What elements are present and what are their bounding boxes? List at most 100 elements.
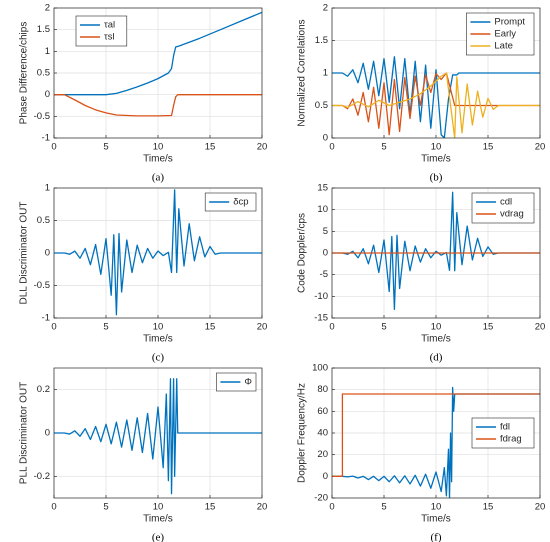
series-line — [54, 189, 262, 316]
y-tick-label: -0.5 — [34, 111, 50, 122]
x-axis-label: Time/s — [143, 334, 173, 345]
y-tick-label: 0.5 — [37, 215, 50, 226]
panel-label: (b) — [430, 172, 443, 184]
panel-label: (a) — [152, 172, 165, 184]
x-tick-label: 5 — [103, 322, 108, 333]
x-tick-label: 15 — [483, 142, 494, 153]
y-tick-label: 15 — [317, 183, 328, 194]
x-tick-label: 10 — [431, 142, 442, 153]
series-line — [54, 11, 262, 96]
x-axis-label: Time/s — [421, 154, 451, 165]
panel: 0 5 10 15 20 -1 -0.5 0 0.5 1 1.5 2 Time/s Phase Diffe… — [19, 3, 268, 184]
y-tick-label: 1 — [323, 68, 328, 79]
legend-label: Late — [494, 41, 513, 52]
panel-label: (f) — [431, 532, 442, 542]
x-tick-label: 15 — [205, 142, 216, 153]
legend-box — [471, 417, 535, 449]
y-tick-label: 0.5 — [37, 68, 50, 79]
y-tick-label: 0 — [323, 471, 328, 482]
legend-box — [471, 192, 535, 224]
y-axis-label: PLL Discriminator OUT — [19, 382, 30, 484]
plot-marks — [332, 56, 540, 138]
panel-label: (e) — [152, 532, 165, 542]
x-axis-label: Time/s — [143, 514, 173, 525]
legend-label: Φ — [244, 377, 252, 388]
y-tick-label: -10 — [314, 291, 328, 302]
y-tick-label: -0.2 — [34, 471, 50, 482]
legend-label: τal — [104, 20, 115, 31]
x-axis-label: Time/s — [143, 154, 173, 165]
y-axis-label: DLL Discriminator OUT — [19, 202, 30, 305]
x-tick-label: 10 — [153, 502, 164, 513]
panel: 0 5 10 15 20 -0.2 0 0.2 Time/s PLL Discriminator … — [19, 367, 268, 542]
series-line — [54, 378, 262, 495]
axes-box — [331, 367, 541, 499]
series-line — [332, 191, 540, 310]
legend-label: vdrag — [500, 209, 524, 220]
axes-box — [331, 7, 541, 139]
y-tick-label: 0 — [45, 428, 50, 439]
series-line — [54, 94, 262, 117]
y-tick-label: 100 — [312, 363, 328, 374]
axes-box — [53, 367, 263, 499]
x-tick-label: 5 — [381, 502, 386, 513]
panel: 0 5 10 15 20 -1 -0.5 0 0.5 1 Time/s DLL Discriminat… — [19, 183, 268, 364]
legend-label: Early — [494, 29, 516, 40]
x-tick-label: 5 — [103, 502, 108, 513]
series-line — [332, 72, 540, 138]
y-tick-label: -15 — [314, 313, 328, 324]
x-tick-label: 15 — [205, 502, 216, 513]
y-tick-label: 5 — [323, 226, 328, 237]
plot-marks — [332, 191, 540, 310]
y-tick-label: 40 — [317, 428, 328, 439]
x-tick-label: 0 — [51, 502, 56, 513]
y-tick-label: -1 — [42, 313, 50, 324]
y-tick-label: 1 — [45, 183, 50, 194]
x-tick-label: 10 — [153, 322, 164, 333]
x-tick-label: 20 — [257, 322, 268, 333]
x-axis-label: Time/s — [421, 514, 451, 525]
y-axis-label: Normalized Correlations — [297, 19, 308, 126]
plot-marks — [332, 386, 540, 498]
panel-label: (c) — [152, 352, 165, 364]
x-tick-label: 10 — [431, 502, 442, 513]
y-tick-label: 0.5 — [315, 100, 328, 111]
legend-label: fdl — [500, 422, 510, 433]
axes-box — [53, 7, 263, 139]
x-tick-label: 0 — [51, 142, 56, 153]
series-line — [332, 72, 540, 136]
y-tick-label: 0 — [323, 133, 328, 144]
x-tick-label: 20 — [535, 322, 546, 333]
legend-label: fdrag — [500, 434, 522, 445]
y-tick-label: 0 — [45, 248, 50, 259]
y-tick-label: 1 — [45, 46, 50, 57]
y-tick-label: 1.5 — [37, 24, 50, 35]
x-tick-label: 15 — [205, 322, 216, 333]
y-tick-label: 0.2 — [37, 384, 50, 395]
y-tick-label: 10 — [317, 204, 328, 215]
x-tick-label: 20 — [535, 142, 546, 153]
plot-marks — [54, 11, 262, 117]
x-tick-label: 15 — [483, 322, 494, 333]
legend-label: cdl — [500, 197, 512, 208]
series-line — [332, 386, 540, 498]
plot-marks — [54, 189, 262, 316]
x-tick-label: 0 — [329, 502, 334, 513]
series-line — [332, 56, 540, 138]
legend-box — [204, 192, 257, 212]
x-tick-label: 10 — [153, 142, 164, 153]
y-tick-label: 2 — [45, 3, 50, 14]
x-tick-label: 20 — [257, 502, 268, 513]
y-tick-label: 0 — [45, 89, 50, 100]
y-axis-label: Code Doppler/cps — [297, 213, 308, 293]
x-tick-label: 0 — [329, 322, 334, 333]
y-tick-label: -1 — [42, 133, 50, 144]
y-tick-label: 2 — [323, 3, 328, 14]
axes-box — [331, 187, 541, 319]
x-tick-label: 20 — [535, 502, 546, 513]
legend-label: δcp — [233, 197, 248, 208]
legend-label: Prompt — [494, 17, 525, 28]
x-tick-label: 5 — [103, 142, 108, 153]
x-axis-label: Time/s — [421, 334, 451, 345]
